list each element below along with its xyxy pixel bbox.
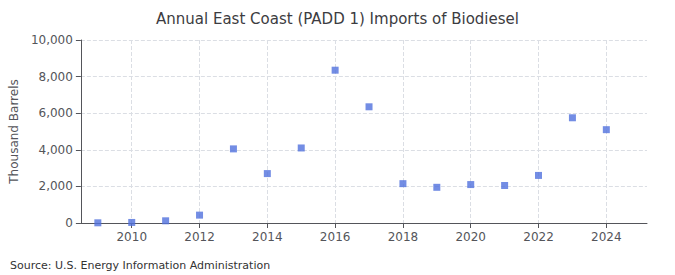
svg-text:4,000: 4,000 bbox=[39, 143, 73, 157]
svg-text:2014: 2014 bbox=[252, 230, 283, 244]
svg-text:2010: 2010 bbox=[116, 230, 147, 244]
svg-text:Annual East Coast (PADD 1) Imp: Annual East Coast (PADD 1) Imports of Bi… bbox=[156, 10, 519, 28]
svg-text:2012: 2012 bbox=[184, 230, 215, 244]
svg-text:2018: 2018 bbox=[388, 230, 419, 244]
svg-text:0: 0 bbox=[65, 216, 73, 230]
svg-text:6,000: 6,000 bbox=[39, 106, 73, 120]
svg-text:2,000: 2,000 bbox=[39, 179, 73, 193]
svg-text:Thousand Barrels: Thousand Barrels bbox=[7, 79, 21, 184]
svg-text:2024: 2024 bbox=[591, 230, 622, 244]
svg-text:2022: 2022 bbox=[523, 230, 554, 244]
svg-text:8,000: 8,000 bbox=[39, 70, 73, 84]
svg-text:Source: U.S. Energy Informatio: Source: U.S. Energy Information Administ… bbox=[10, 259, 270, 272]
svg-text:2016: 2016 bbox=[320, 230, 351, 244]
svg-text:2020: 2020 bbox=[455, 230, 486, 244]
svg-text:10,000: 10,000 bbox=[31, 33, 73, 47]
